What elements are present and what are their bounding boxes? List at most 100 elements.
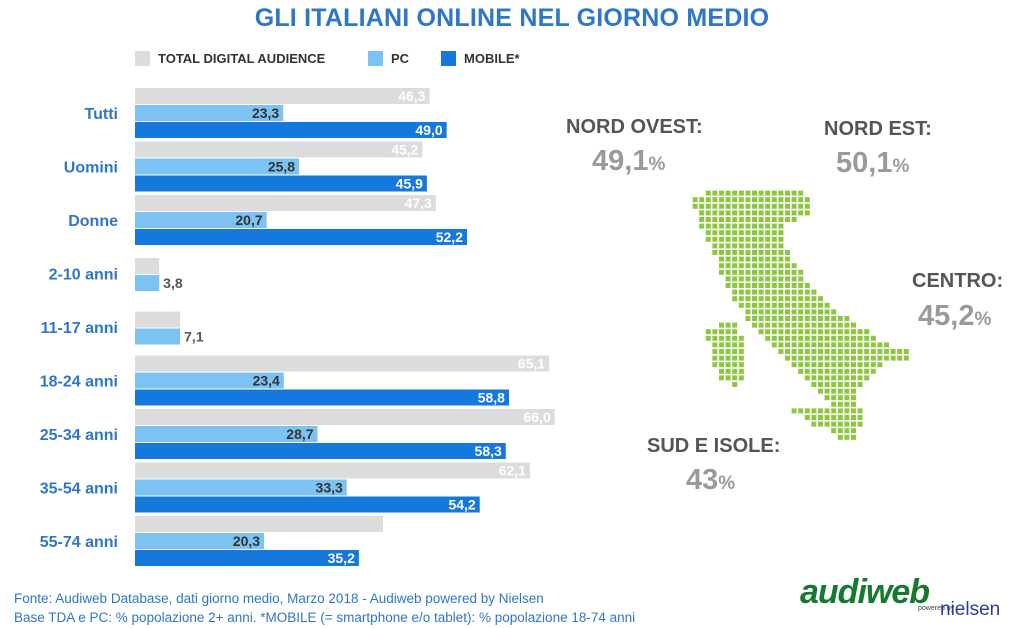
map-dot <box>732 335 738 341</box>
data-label-pc: 23,4 <box>253 373 280 389</box>
map-dot <box>857 421 863 427</box>
legend-swatch-mobile <box>441 51 456 66</box>
map-dot <box>732 250 738 255</box>
map-dot <box>798 355 804 361</box>
map-dot <box>877 355 883 361</box>
map-dot <box>785 335 790 341</box>
map-dot <box>818 375 823 381</box>
map-dot <box>725 203 731 209</box>
region-unit-centro: % <box>974 309 992 330</box>
map-dot <box>732 190 738 196</box>
region-unit-nord-ovest: % <box>648 154 666 175</box>
map-dot <box>765 250 771 255</box>
map-dot <box>765 256 771 262</box>
map-dot <box>765 316 771 321</box>
map-dot <box>785 316 790 321</box>
map-dot <box>719 197 724 203</box>
bar-tda <box>135 258 160 274</box>
map-dot <box>798 283 804 288</box>
map-dot <box>752 283 757 288</box>
logo-brand: audiweb <box>800 573 930 611</box>
map-dot <box>791 309 797 315</box>
map-dot <box>738 355 744 361</box>
data-label-pc: 3,8 <box>163 275 183 291</box>
map-dot <box>804 329 810 335</box>
region-number-centro: 45,2 <box>918 300 975 332</box>
map-dot <box>851 375 856 381</box>
map-dot <box>851 362 856 368</box>
region-value-centro: 45,2% <box>918 300 991 333</box>
map-dot <box>818 316 823 321</box>
map-dot <box>758 263 764 269</box>
map-dot <box>725 329 731 335</box>
map-dot <box>745 296 751 302</box>
map-dot <box>811 375 817 381</box>
map-dot <box>851 434 856 440</box>
region-value-nord-est: 50,1% <box>836 147 909 180</box>
map-dot <box>791 316 797 321</box>
map-dot <box>765 236 771 242</box>
map-dot <box>837 421 843 427</box>
map-dot <box>811 329 817 335</box>
map-dot <box>824 309 830 315</box>
map-dot <box>804 197 810 203</box>
category-label: Uomini <box>64 160 118 177</box>
map-dot <box>837 428 843 434</box>
map-dot <box>738 375 744 381</box>
map-dot <box>738 283 744 288</box>
map-dot <box>758 316 764 321</box>
map-dot <box>870 368 876 374</box>
map-dot <box>725 236 731 242</box>
map-dot <box>738 230 744 236</box>
map-dot <box>778 223 784 229</box>
map-dot <box>785 250 790 255</box>
map-dot <box>752 203 757 209</box>
map-dot <box>824 388 830 394</box>
bar-tda <box>135 88 430 104</box>
map-dot <box>818 296 823 302</box>
map-dot <box>791 217 797 222</box>
bar-tda <box>135 311 181 328</box>
category-label: 18-24 anni <box>40 374 118 391</box>
map-dot <box>824 329 830 335</box>
map-dot <box>798 316 804 321</box>
map-dot <box>804 322 810 328</box>
map-dot <box>725 256 731 262</box>
map-dot <box>745 309 751 315</box>
map-dot <box>738 263 744 269</box>
map-dot <box>824 368 830 374</box>
map-dot <box>738 223 744 229</box>
map-dot <box>818 382 823 387</box>
map-dot <box>752 276 757 282</box>
map-dot <box>778 296 784 302</box>
map-dot <box>804 342 810 348</box>
map-dot <box>837 415 843 420</box>
map-dot <box>804 283 810 288</box>
map-dot <box>824 408 830 414</box>
map-dot <box>824 355 830 361</box>
map-dot <box>844 335 850 341</box>
map-dot <box>804 309 810 315</box>
map-dot <box>877 362 883 368</box>
map-dot <box>765 296 771 302</box>
map-dot <box>725 269 731 275</box>
map-dot <box>778 250 784 255</box>
map-dot <box>771 256 777 262</box>
map-dot <box>758 223 764 229</box>
data-label-pc: 20,3 <box>233 533 260 549</box>
map-dot <box>732 382 738 387</box>
map-dot <box>719 236 724 242</box>
map-dot <box>758 243 764 249</box>
source-line-2: Base TDA e PC: % popolazione 2+ anni. *M… <box>14 610 636 625</box>
map-dot <box>778 263 784 269</box>
map-dot <box>745 302 751 308</box>
map-dot <box>758 217 764 222</box>
map-dot <box>745 289 751 295</box>
map-dot <box>778 316 784 321</box>
map-dot <box>804 355 810 361</box>
map-dot <box>818 329 823 335</box>
data-label-pc: 28,7 <box>286 426 313 442</box>
map-dot <box>758 269 764 275</box>
map-dot <box>778 309 784 315</box>
map-dot <box>771 302 777 308</box>
